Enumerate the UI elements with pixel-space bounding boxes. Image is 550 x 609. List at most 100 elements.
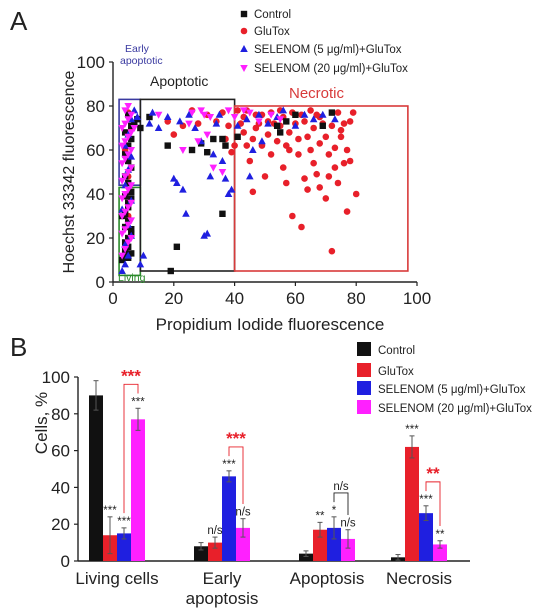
scatter-point-3-41 <box>200 111 208 119</box>
scatter-point-2-50 <box>309 115 318 123</box>
scatter-point-1-68 <box>328 247 336 255</box>
bar-marks <box>89 380 447 561</box>
scatter-point-0-45 <box>277 129 284 136</box>
scatter-point-1-41 <box>282 179 290 187</box>
bar-1-3 <box>405 446 419 561</box>
scatter-point-3-33 <box>124 103 132 110</box>
bar-y-axis-label: Cells, % <box>32 392 51 454</box>
scatter-point-1-36 <box>273 137 281 145</box>
scatter-point-1-75 <box>340 120 348 127</box>
scatter-point-3-47 <box>239 107 248 115</box>
scatter-point-2-19 <box>148 108 157 116</box>
scatter-point-3-1 <box>121 246 129 253</box>
scatter-point-3-9 <box>121 208 129 216</box>
bar-legend-label-0: Control <box>378 345 415 357</box>
scatter-point-0-36 <box>188 146 196 154</box>
scatter-point-1-54 <box>307 107 314 114</box>
region-label-necrotic: Necrotic <box>289 85 345 102</box>
scatter-point-1-77 <box>343 146 351 154</box>
scatter-point-0-23 <box>128 135 135 143</box>
scatter-point-1-79 <box>346 118 354 125</box>
scatter-y-tick-label-4: 80 <box>86 97 105 116</box>
bar-y-tick-label-2: 40 <box>51 478 70 497</box>
scatter-point-1-14 <box>225 122 232 130</box>
scatter-point-3-34 <box>130 125 139 132</box>
scatter-point-0-42 <box>222 142 229 149</box>
scatter-point-3-36 <box>179 147 187 154</box>
scatter-point-1-60 <box>316 140 324 147</box>
sig-bracket-1 <box>228 446 244 504</box>
scatter-point-2-24 <box>176 117 184 125</box>
scatter-point-1-64 <box>322 195 330 202</box>
scatter-point-1-10 <box>194 120 202 127</box>
scatter-legend-label-2: SELENOM (5 μg/ml)+GluTox <box>254 44 402 56</box>
scatter-point-0-38 <box>204 149 211 156</box>
bar-significance-labels: ***n/s******************n/sn/s********n/… <box>103 366 445 540</box>
scatter-regions <box>118 98 409 277</box>
scatter-point-3-38 <box>188 109 196 117</box>
scatter-y-axis-label: Hoechst 33342 fluorescence <box>61 71 78 274</box>
scatter-point-1-22 <box>243 142 251 149</box>
scatter-point-1-18 <box>234 107 241 114</box>
scatter-legend: Control GluTox SELENOM (5 μg/ml)+GluTox SEL… <box>240 9 408 75</box>
bar-1-1 <box>208 542 222 561</box>
scatter-point-0-32 <box>146 113 153 121</box>
bar-y-tick-label-1: 20 <box>51 515 70 534</box>
scatter-point-0-28 <box>137 124 144 132</box>
scatter-point-2-23 <box>173 179 181 186</box>
bar-y-tick-label-0: 0 <box>61 552 70 571</box>
bar-y-tick-label-3: 60 <box>51 442 70 461</box>
scatter-point-3-10 <box>124 204 132 212</box>
scatter-point-1-59 <box>313 170 320 178</box>
bar-legend-label-2: SELENOM (5 μg/ml)+GluTox <box>378 384 526 396</box>
scatter-point-2-14 <box>130 106 139 114</box>
scatter-x-axis-label: Propidium Iodide fluorescence <box>156 315 385 334</box>
sig-label-2-3: *** <box>419 494 433 506</box>
bar-category-label-1-1: apoptosis <box>186 589 259 608</box>
sig-label-2-1: *** <box>222 459 236 471</box>
bar-3-2 <box>341 538 355 561</box>
panel-label-b: B <box>10 332 27 362</box>
scatter-point-1-31 <box>261 173 269 180</box>
bar-1-2 <box>313 529 327 561</box>
scatter-point-1-47 <box>295 135 302 143</box>
scatter-point-3-4 <box>118 230 126 238</box>
scatter-point-0-29 <box>125 111 132 118</box>
region-label-early-line2: apoptotic <box>120 55 163 67</box>
scatter-y-tick-label-2: 40 <box>86 185 105 204</box>
scatter-point-3-3 <box>127 235 136 242</box>
bar-3-3 <box>433 544 447 561</box>
region-label-living: Living <box>118 272 146 284</box>
scatter-point-3-21 <box>121 155 129 163</box>
scatter-point-0-5 <box>128 250 135 257</box>
scatter-point-3-20 <box>118 160 126 168</box>
scatter-point-1-84 <box>252 124 260 132</box>
scatter-y-tick-label-3: 60 <box>86 141 105 160</box>
scatter-point-3-32 <box>121 107 129 115</box>
scatter-point-1-83 <box>298 223 305 231</box>
sig-bracket-label-0: *** <box>121 366 141 385</box>
bar-legend-label-3: SELENOM (20 μg/ml)+GluTox <box>378 403 532 415</box>
scatter-point-0-43 <box>234 133 241 140</box>
scatter-point-1-56 <box>310 124 317 132</box>
sig-label-1-2: ** <box>316 510 325 522</box>
scatter-y-tick-label-1: 20 <box>86 229 105 248</box>
scatter-point-3-30 <box>124 116 132 124</box>
scatter-point-1-72 <box>334 179 342 187</box>
sig-bracket-label-1: *** <box>226 429 246 448</box>
sig-label-3-0: *** <box>131 396 145 408</box>
scatter-point-1-48 <box>295 151 302 158</box>
scatter-point-2-18 <box>145 119 154 127</box>
scatter-point-3-5 <box>121 226 129 234</box>
scatter-point-2-32 <box>206 172 215 180</box>
scatter-point-3-16 <box>118 177 126 185</box>
sig-label-2-0: *** <box>117 516 131 528</box>
scatter-point-1-50 <box>301 118 308 125</box>
region-label-apoptotic: Apoptotic <box>150 73 208 89</box>
scatter-point-2-22 <box>170 174 178 182</box>
scatter-point-0-22 <box>125 142 132 149</box>
bar-legend-swatch-1 <box>357 363 371 377</box>
scatter-point-2-39 <box>227 185 236 193</box>
sig-label-2-2: * <box>332 505 337 517</box>
region-label-early-line1: Early <box>125 43 150 55</box>
